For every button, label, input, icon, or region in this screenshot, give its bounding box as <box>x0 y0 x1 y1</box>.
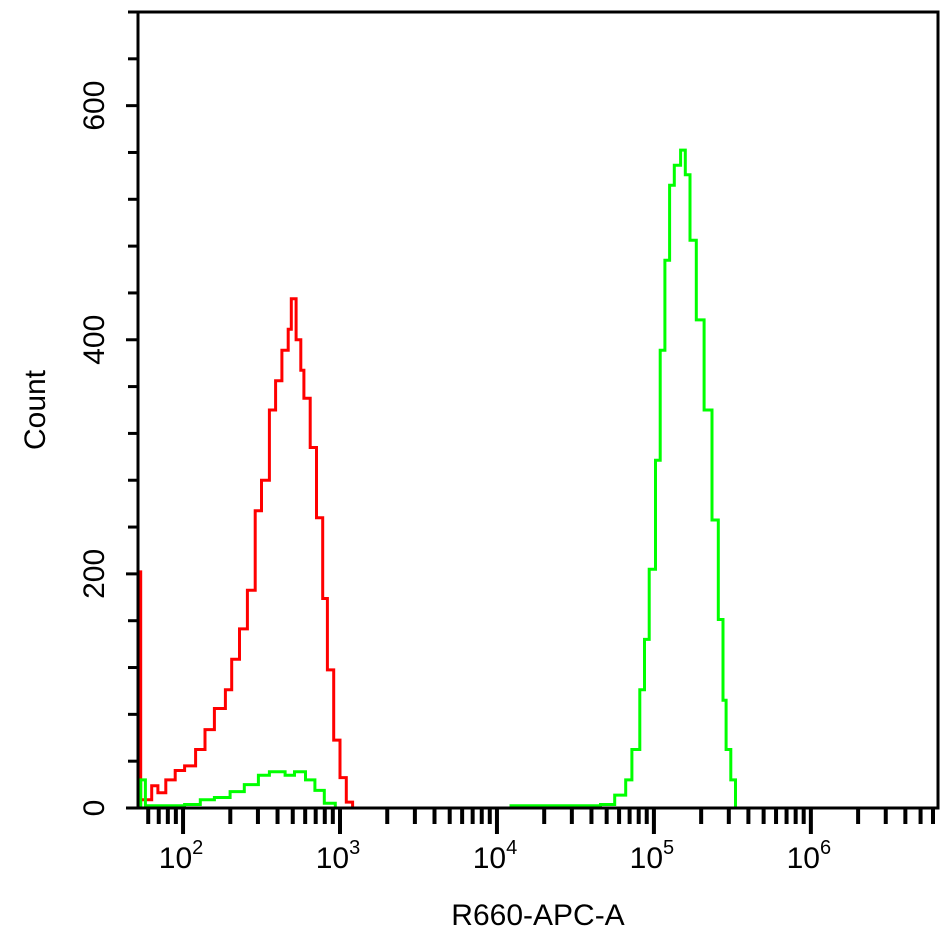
x-tick-base: 10 <box>630 842 663 875</box>
y-tick-label: 200 <box>78 549 111 599</box>
series-red-line <box>139 297 355 808</box>
x-tick-exponent: 3 <box>349 837 360 859</box>
x-tick-exponent: 6 <box>820 837 831 859</box>
x-tick-label: 103 <box>316 837 361 875</box>
x-tick-exponent: 2 <box>192 837 203 859</box>
series-green-high-line <box>509 148 737 808</box>
x-tick-label: 104 <box>473 837 518 875</box>
y-tick-label: 600 <box>78 81 111 131</box>
x-tick-base: 10 <box>787 842 820 875</box>
series-layer <box>139 148 737 808</box>
x-tick-base: 10 <box>159 842 192 875</box>
x-tick-exponent: 4 <box>506 837 517 859</box>
y-axis-label: Count <box>19 369 52 450</box>
x-tick-exponent: 5 <box>663 837 674 859</box>
x-tick-base: 10 <box>473 842 506 875</box>
x-tick-label: 102 <box>159 837 204 875</box>
y-tick-label: 400 <box>78 315 111 365</box>
plot-frame <box>136 10 940 810</box>
x-tick-base: 10 <box>316 842 349 875</box>
x-axis-label: R660-APC-A <box>451 899 624 932</box>
x-tick-label: 106 <box>787 837 832 875</box>
series-green-low-line <box>139 770 337 808</box>
x-tick-label: 105 <box>630 837 675 875</box>
y-tick-label: 0 <box>78 800 111 817</box>
